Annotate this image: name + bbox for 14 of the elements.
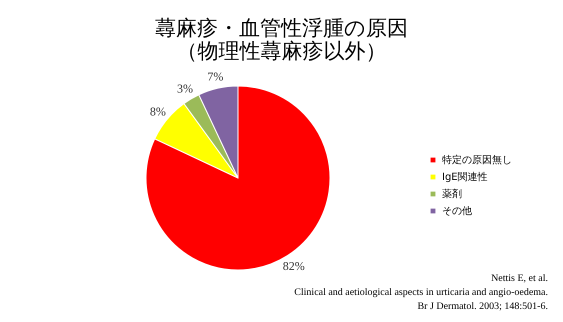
legend-label: 特定の原因無し bbox=[442, 154, 512, 166]
text: Br J Dermatol. 2003; 148:501-6. bbox=[417, 301, 548, 312]
chart-title: 蕁麻疹・血管性浮腫の原因 bbox=[155, 16, 408, 40]
text: Clinical and aetiological aspects in urticaria and angio-oedema. bbox=[294, 287, 548, 298]
data-label: 82% bbox=[282, 258, 305, 273]
legend-label: その他 bbox=[442, 205, 472, 217]
text: Nettis E, et al. bbox=[491, 273, 548, 284]
chart-subtitle: （物理性蕁麻疹以外） bbox=[176, 39, 386, 63]
pie-slice bbox=[146, 86, 330, 270]
legend-label: IgE関連性 bbox=[442, 171, 488, 183]
legend-label: 薬剤 bbox=[442, 188, 462, 200]
data-label: 3% bbox=[177, 81, 194, 96]
data-label: 8% bbox=[150, 104, 166, 119]
data-label: 7% bbox=[207, 70, 224, 84]
